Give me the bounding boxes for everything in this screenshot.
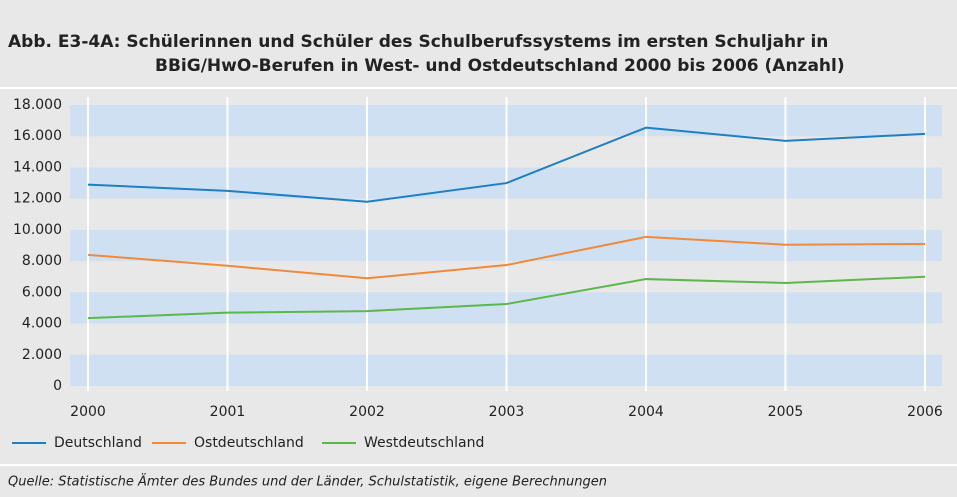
chart-title: BBiG/HwO-Berufen in West- und Ostdeutsch… [155, 56, 845, 76]
y-tick-label: 10.000 [13, 222, 62, 238]
line [87, 235, 926, 280]
x-tick-label: 2002 [349, 404, 385, 420]
y-tick-label: 2.000 [22, 347, 62, 363]
y-tick-label: 16.000 [13, 128, 62, 144]
x-tick-label: 2006 [907, 404, 943, 420]
x-tick-label: 2000 [70, 404, 106, 420]
x-tick-label: 2005 [768, 404, 804, 420]
y-tick-label: 4.000 [22, 316, 62, 332]
y-tick-label: 18.000 [13, 97, 62, 113]
legend-label: Deutschland [54, 435, 142, 451]
y-tick-label: 6.000 [22, 284, 62, 300]
x-tick-label: 2004 [628, 404, 664, 420]
y-tick-label: 0 [53, 378, 62, 394]
legend-label: Westdeutschland [364, 435, 484, 451]
chart-title: Abb. E3-4A: Schülerinnen und Schüler des… [8, 32, 828, 52]
line [87, 126, 926, 203]
x-tick-label: 2003 [489, 404, 525, 420]
x-tick-label: 2001 [210, 404, 246, 420]
y-tick-label: 12.000 [13, 191, 62, 207]
y-tick-label: 8.000 [22, 253, 62, 269]
y-tick-label: 14.000 [13, 159, 62, 175]
legend-label: Ostdeutschland [194, 435, 304, 451]
line [87, 275, 926, 320]
source: Quelle: Statistische Ämter des Bundes un… [8, 474, 607, 490]
